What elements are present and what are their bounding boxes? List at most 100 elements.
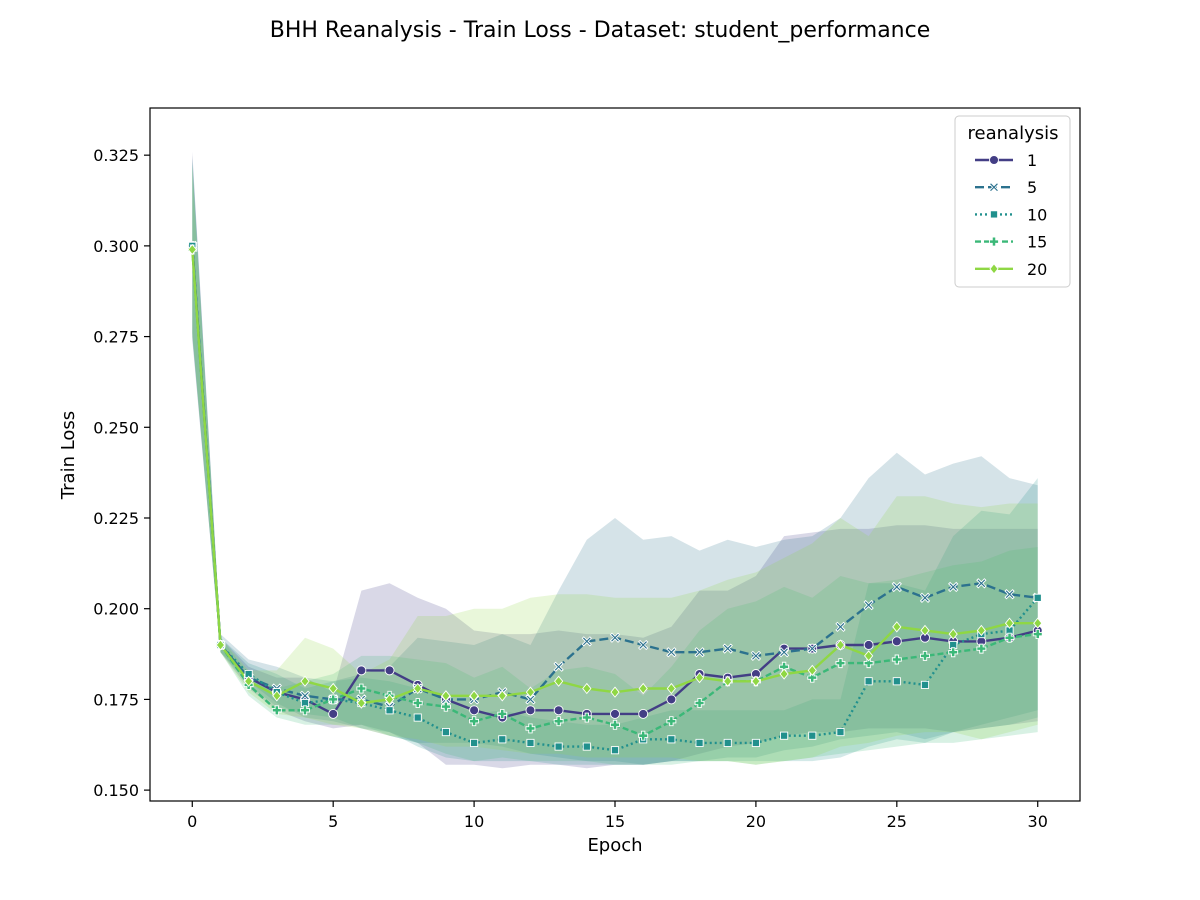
y-tick-label: 0.200 bbox=[93, 600, 139, 619]
point-20-5 bbox=[328, 682, 338, 695]
point-15-18 bbox=[694, 698, 705, 708]
point-20-2 bbox=[244, 675, 254, 687]
point-20-24 bbox=[864, 650, 874, 662]
y-tick-label: 0.250 bbox=[93, 418, 139, 437]
point-10-12 bbox=[526, 738, 535, 747]
legend-marker-5 bbox=[988, 182, 1000, 193]
legend-marker-15 bbox=[989, 236, 999, 247]
point-20-3 bbox=[272, 690, 282, 702]
point-20-6 bbox=[356, 697, 366, 709]
point-10-25 bbox=[892, 677, 901, 686]
point-10-24 bbox=[864, 677, 873, 686]
point-15-5 bbox=[328, 694, 339, 705]
point-15-25 bbox=[891, 654, 902, 665]
point-10-21 bbox=[780, 731, 789, 740]
point-20-12 bbox=[525, 686, 536, 698]
point-20-25 bbox=[892, 621, 902, 633]
point-20-28 bbox=[976, 624, 986, 637]
point-15-22 bbox=[807, 672, 818, 683]
point-1-13 bbox=[553, 705, 564, 716]
point-10-26 bbox=[920, 680, 930, 689]
point-20-14 bbox=[582, 682, 592, 695]
legend-label-1: 1 bbox=[1027, 151, 1037, 170]
point-15-13 bbox=[553, 716, 564, 727]
band-10 bbox=[192, 158, 1038, 765]
point-10-19 bbox=[723, 738, 732, 747]
point-15-27 bbox=[948, 647, 959, 658]
y-tick-label: 0.225 bbox=[93, 509, 139, 528]
point-10-11 bbox=[498, 735, 507, 744]
point-15-9 bbox=[440, 701, 451, 712]
point-15-3 bbox=[271, 705, 282, 716]
y-tick-label: 0.275 bbox=[93, 328, 139, 347]
y-tick-label: 0.150 bbox=[93, 781, 139, 800]
point-20-4 bbox=[300, 675, 310, 687]
legend-label-15: 15 bbox=[1027, 233, 1047, 252]
point-15-26 bbox=[920, 650, 930, 661]
point-5-24 bbox=[863, 599, 874, 611]
point-5-22 bbox=[807, 643, 818, 654]
point-20-15 bbox=[610, 686, 620, 698]
point-10-18 bbox=[695, 738, 704, 747]
point-15-6 bbox=[356, 683, 367, 694]
point-20-7 bbox=[384, 693, 395, 706]
point-10-22 bbox=[808, 731, 817, 740]
band-20 bbox=[192, 166, 1038, 765]
point-20-17 bbox=[666, 682, 676, 695]
point-15-16 bbox=[638, 730, 649, 741]
point-15-29 bbox=[1004, 632, 1015, 643]
point-20-21 bbox=[779, 668, 789, 680]
point-10-30 bbox=[1033, 593, 1042, 602]
point-1-5 bbox=[328, 708, 339, 719]
point-10-7 bbox=[385, 706, 394, 715]
point-1-17 bbox=[666, 694, 677, 705]
x-tick-label: 30 bbox=[1028, 812, 1048, 831]
point-15-15 bbox=[610, 719, 620, 730]
band-15 bbox=[192, 162, 1038, 765]
point-20-27 bbox=[948, 628, 958, 640]
point-20-30 bbox=[1033, 617, 1043, 629]
point-20-19 bbox=[723, 675, 733, 687]
point-5-28 bbox=[976, 578, 987, 589]
legend-label-10: 10 bbox=[1027, 205, 1047, 224]
point-1-15 bbox=[610, 708, 620, 719]
point-1-12 bbox=[525, 705, 536, 716]
point-10-14 bbox=[582, 742, 591, 751]
point-5-29 bbox=[1004, 589, 1015, 600]
point-20-1 bbox=[215, 639, 226, 651]
point-15-24 bbox=[863, 658, 874, 669]
point-10-10 bbox=[470, 738, 479, 747]
x-axis: 0 5 10 15 20 25 30 bbox=[187, 801, 1048, 831]
point-5-21 bbox=[778, 647, 790, 658]
point-20-11 bbox=[497, 690, 507, 702]
y-tick-label: 0.325 bbox=[93, 146, 139, 165]
point-20-10 bbox=[469, 690, 479, 702]
legend-title: reanalysis bbox=[968, 123, 1059, 144]
point-1-10 bbox=[469, 705, 480, 716]
point-15-11 bbox=[497, 708, 508, 719]
point-10-9 bbox=[441, 728, 450, 737]
point-15-14 bbox=[581, 712, 592, 723]
point-5-4 bbox=[299, 690, 311, 701]
x-tick-label: 10 bbox=[464, 812, 484, 831]
y-axis-label: Train Loss bbox=[58, 411, 79, 500]
point-20-23 bbox=[835, 639, 846, 651]
point-20-8 bbox=[413, 682, 423, 695]
legend-marker-20 bbox=[989, 263, 999, 275]
legend-label-20: 20 bbox=[1027, 260, 1047, 279]
band-1 bbox=[192, 151, 1038, 769]
y-tick-label: 0.300 bbox=[93, 237, 139, 256]
point-15-12 bbox=[525, 723, 536, 734]
point-15-10 bbox=[469, 716, 480, 727]
point-5-23 bbox=[835, 621, 846, 632]
point-5-18 bbox=[694, 647, 705, 658]
point-10-13 bbox=[554, 742, 563, 751]
point-15-30 bbox=[1032, 629, 1043, 640]
point-10-15 bbox=[610, 746, 620, 755]
point-10-23 bbox=[836, 728, 845, 737]
x-tick-label: 15 bbox=[605, 812, 625, 831]
point-15-8 bbox=[412, 698, 423, 708]
band-5 bbox=[192, 155, 1038, 765]
point-5-15 bbox=[609, 632, 621, 643]
